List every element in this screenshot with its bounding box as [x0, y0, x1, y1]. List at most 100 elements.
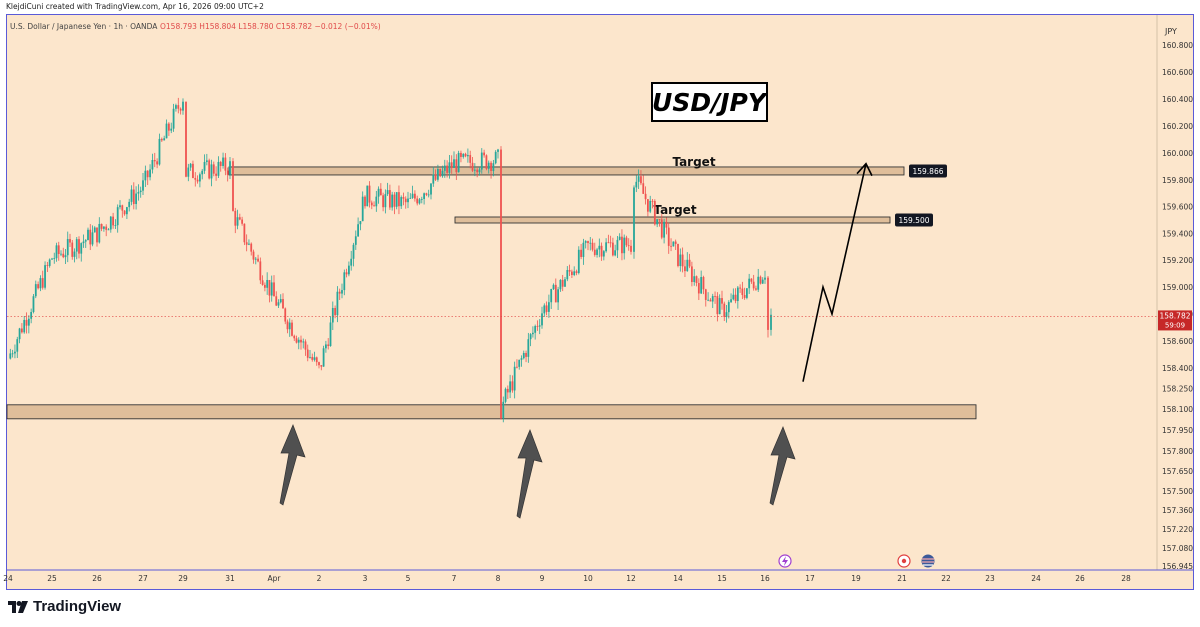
zone-price-text: 159.500: [898, 216, 929, 225]
candle-body: [254, 258, 257, 260]
candle-body: [354, 236, 357, 245]
candle-body: [739, 287, 742, 289]
candle-body: [203, 161, 206, 171]
zone-rect[interactable]: [228, 166, 905, 176]
candle-body: [156, 161, 159, 165]
candle-body: [653, 201, 656, 225]
x-tick-label: 2: [317, 574, 322, 583]
candle-body: [87, 229, 89, 241]
candle-body: [284, 308, 287, 322]
candle-body: [725, 312, 728, 317]
candle-body: [318, 362, 320, 366]
candle-body: [366, 185, 369, 207]
candle-body: [194, 177, 197, 180]
candle-body: [177, 105, 180, 109]
candle-body: [309, 356, 311, 358]
candle-body: [492, 163, 495, 171]
y-tick-label: 160.400: [1162, 95, 1193, 104]
candle-body: [248, 243, 250, 245]
candle-body: [752, 281, 755, 289]
x-tick-label: 23: [985, 574, 995, 583]
candle-body: [75, 239, 78, 252]
candle-body: [163, 138, 166, 141]
candle-body: [443, 165, 446, 171]
candle-body: [623, 237, 626, 254]
zone-price-text: 159.866: [912, 167, 943, 176]
candle-body: [208, 160, 211, 179]
candle-body: [257, 258, 259, 262]
candle-body: [51, 258, 53, 260]
x-tick-label: 22: [941, 574, 951, 583]
event-icon[interactable]: [897, 554, 911, 568]
candle-body: [609, 242, 612, 244]
y-tick-label: 159.800: [1162, 176, 1193, 185]
x-tick-label: 29: [178, 574, 188, 583]
candle-body: [743, 295, 746, 298]
candle-body: [566, 270, 569, 280]
candle-body: [201, 170, 204, 175]
candle-body: [119, 205, 121, 208]
candle-body: [279, 299, 282, 303]
candle-body: [182, 101, 184, 111]
candle-body: [522, 352, 525, 359]
candle-body: [373, 205, 375, 207]
candle-body: [123, 210, 126, 215]
candle-body: [370, 202, 373, 206]
candle-body: [770, 314, 772, 330]
candle-body: [400, 197, 403, 207]
x-tick-label: 28: [1121, 574, 1131, 583]
tradingview-logo[interactable]: TradingView: [8, 598, 121, 615]
candle-body: [432, 174, 435, 184]
candle-body: [34, 284, 37, 297]
candle-body: [480, 152, 483, 170]
candle-body: [338, 291, 341, 294]
candle-body: [291, 322, 293, 336]
candle-body: [439, 169, 442, 177]
y-tick-label: 157.950: [1162, 426, 1193, 435]
candle-body: [320, 365, 323, 367]
candle-body: [600, 245, 603, 257]
candle-body: [441, 170, 444, 177]
us-flag-icon[interactable]: [921, 554, 935, 568]
candle-body: [469, 155, 472, 163]
candle-body: [334, 307, 336, 316]
y-tick-label: 157.080: [1162, 544, 1193, 553]
candle-body: [462, 153, 465, 157]
candle-body: [518, 359, 521, 367]
candle-body: [670, 245, 672, 247]
chart-frame[interactable]: [6, 14, 1194, 590]
candle-body: [170, 128, 173, 131]
candle-body: [589, 242, 592, 244]
candle-body: [270, 282, 273, 296]
candle-body: [66, 239, 69, 256]
candle-body: [377, 188, 380, 197]
zone-rect[interactable]: [6, 404, 977, 420]
candle-body: [476, 169, 479, 173]
x-tick-label: 27: [138, 574, 148, 583]
candle-body: [596, 249, 598, 255]
candle-body: [37, 284, 40, 289]
title-box-text: USD/JPY: [652, 88, 769, 117]
x-tick-label: 9: [540, 574, 545, 583]
candle-body: [11, 353, 14, 355]
candle-body: [226, 170, 229, 175]
candle-body: [538, 325, 541, 327]
candle-body: [210, 164, 213, 179]
candle-body: [646, 199, 649, 212]
zone-rect[interactable]: [454, 216, 891, 224]
candle-body: [64, 255, 67, 258]
candle-body: [135, 193, 137, 205]
candle-body: [707, 299, 710, 301]
candle-body: [584, 241, 587, 243]
candle-body: [602, 251, 605, 257]
candle-body: [455, 159, 458, 173]
y-tick-label: 159.200: [1162, 256, 1193, 265]
candle-body: [306, 349, 309, 358]
candle-body: [550, 289, 553, 303]
candle-body: [448, 162, 451, 173]
candle-body: [434, 174, 437, 180]
candle-body: [741, 288, 744, 296]
candle-body: [732, 294, 735, 300]
lightning-icon[interactable]: [778, 554, 792, 568]
